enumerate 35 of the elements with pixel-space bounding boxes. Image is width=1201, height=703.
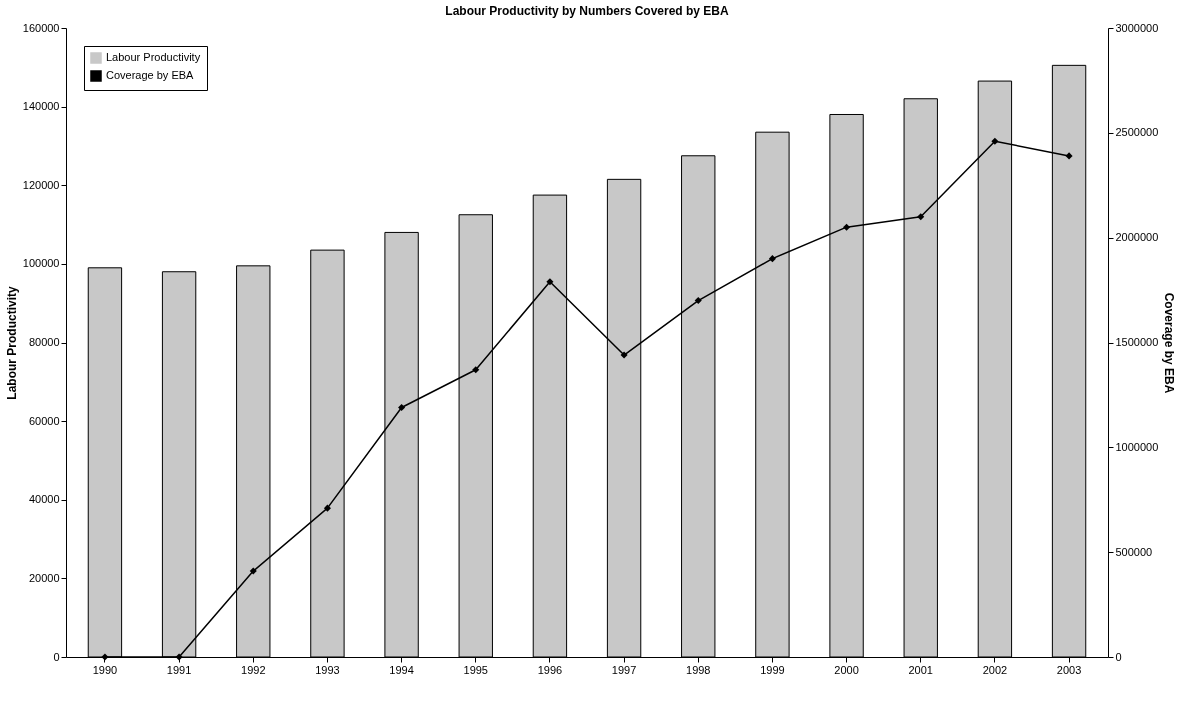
y-tick-label: 40000 <box>28 493 60 506</box>
x-tick-label: 1990 <box>92 663 118 676</box>
y2-tick-label: 2500000 <box>1115 126 1159 139</box>
x-tick-label: 1992 <box>241 663 266 676</box>
x-tick-label: 1996 <box>537 663 563 676</box>
x-tick-label: 1998 <box>686 663 711 676</box>
y-tick-label: 60000 <box>28 414 60 427</box>
legend-label: Coverage by EBA <box>106 69 195 81</box>
y-tick-label: 140000 <box>22 100 60 113</box>
x-tick-label: 1995 <box>463 663 488 676</box>
y2-tick-label: 0 <box>1115 650 1122 663</box>
x-tick-label: 2002 <box>982 663 1008 676</box>
y2-axis-title: Coverage by EBA <box>1162 292 1177 394</box>
y-tick-label: 20000 <box>28 571 60 584</box>
x-tick-label: 1997 <box>611 663 637 676</box>
y2-tick-label: 2000000 <box>1115 231 1159 244</box>
legend-label: Labour Productivity <box>106 51 201 63</box>
y-axis-title: Labour Productivity <box>4 286 19 400</box>
x-tick-label: 1999 <box>760 663 785 676</box>
x-tick-label: 1993 <box>315 663 340 676</box>
y-tick-label: 160000 <box>22 21 60 34</box>
x-tick-label: 2001 <box>908 663 933 676</box>
x-tick-label: 1991 <box>166 663 192 676</box>
chart-title: Labour Productivity by Numbers Covered by EBA <box>445 4 730 18</box>
y-tick-label: 120000 <box>22 178 60 191</box>
y2-tick-label: 1000000 <box>1115 440 1159 453</box>
y2-tick-label: 500000 <box>1115 545 1153 558</box>
y-tick-label: 100000 <box>22 257 60 270</box>
y2-tick-label: 1500000 <box>1115 336 1159 348</box>
y-tick-label: 80000 <box>28 336 60 348</box>
x-tick-label: 2003 <box>1056 663 1082 676</box>
y-tick-label: 0 <box>53 650 60 663</box>
x-tick-label: 1994 <box>389 663 414 676</box>
x-tick-label: 2000 <box>834 663 859 676</box>
y2-tick-label: 3000000 <box>1115 21 1159 34</box>
